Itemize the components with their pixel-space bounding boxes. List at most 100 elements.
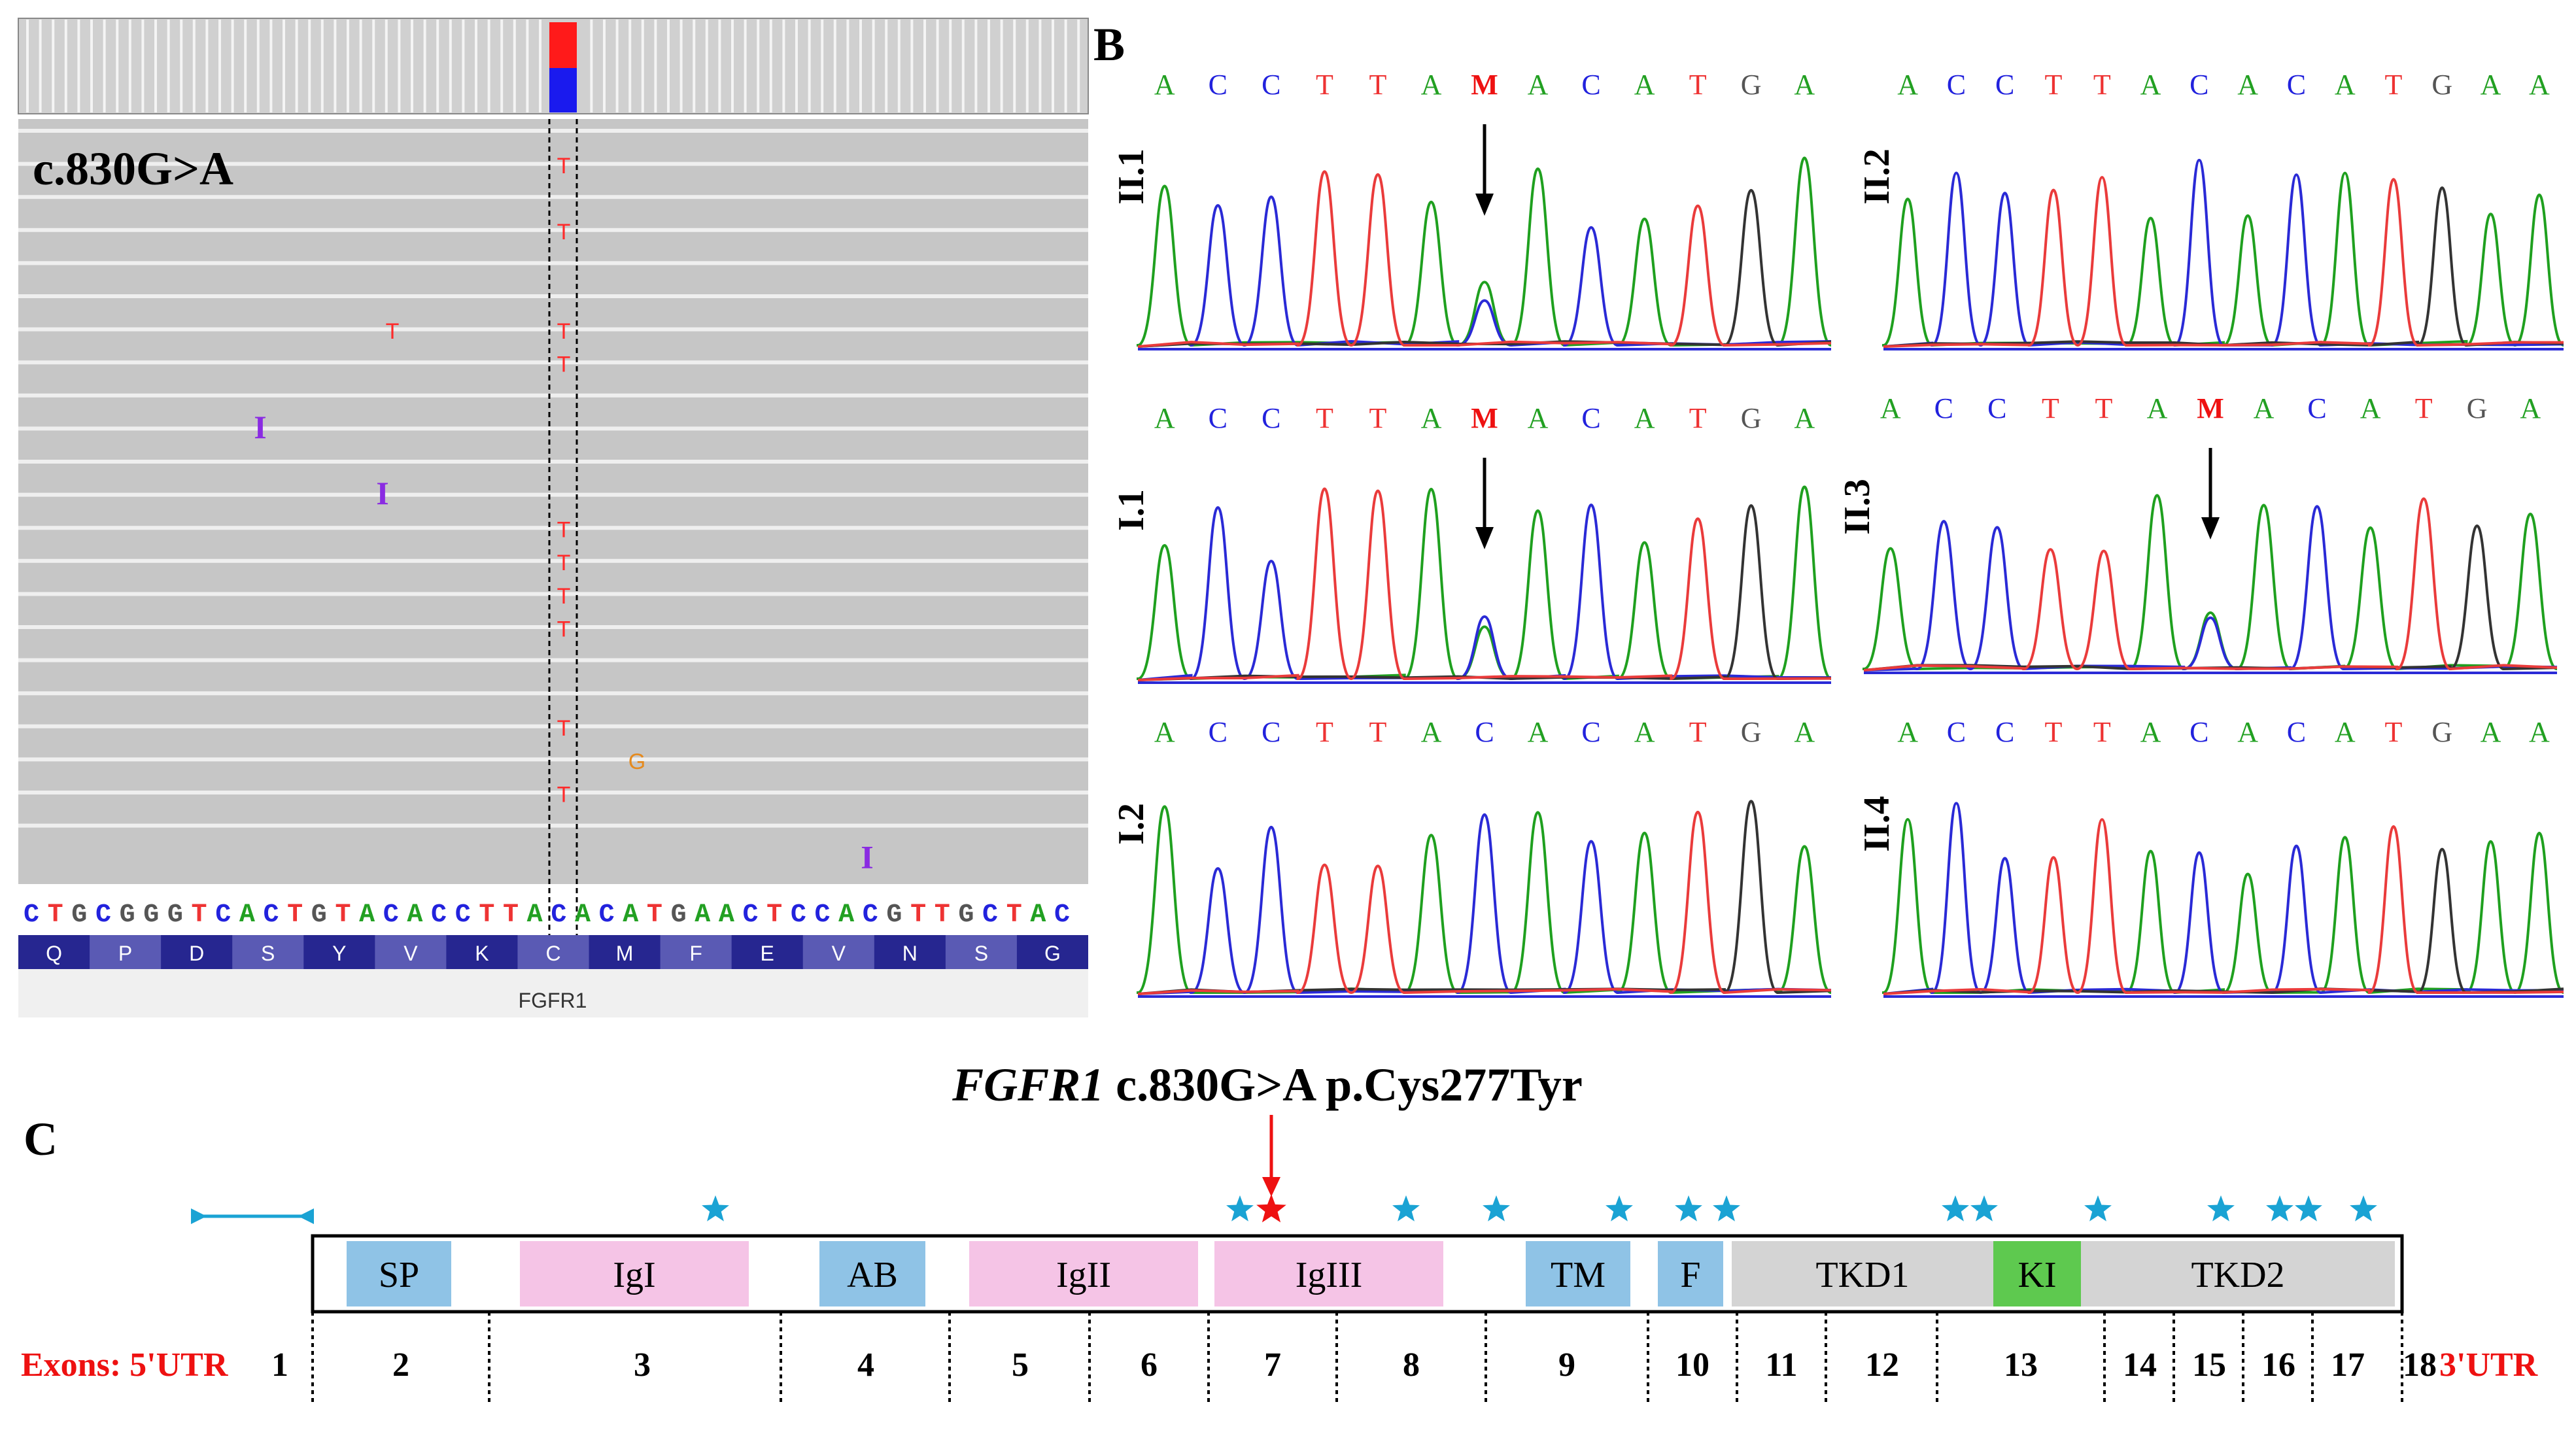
variant-star [1226, 1195, 1254, 1221]
trace-a [1882, 818, 2564, 995]
leader-tip-right [298, 1208, 314, 1224]
read-mismatch: I [861, 839, 873, 876]
amino-acid: F [689, 942, 702, 965]
base-call: C [1947, 716, 1966, 748]
mutation-title-change: c.830G>A p.Cys277Tyr [1104, 1059, 1583, 1111]
trace-c [1137, 813, 1832, 995]
variant-star [2350, 1195, 2377, 1221]
reference-base: T [48, 900, 63, 930]
base-call: C [1209, 716, 1228, 748]
mutation-star [1256, 1194, 1286, 1223]
exon-number: 2 [392, 1346, 409, 1384]
base-call: T [1689, 716, 1707, 748]
reads-background [18, 119, 1088, 884]
base-call: T [1316, 402, 1333, 434]
read-mismatch: T [557, 716, 571, 741]
reference-base: T [287, 900, 303, 930]
base-call: A [1794, 69, 1815, 101]
reference-base: C [455, 900, 471, 930]
coverage-track [18, 18, 1089, 114]
panel-c: C FGFR1 c.830G>A p.Cys277Tyr SP IgI AB IgII… [21, 1059, 2539, 1406]
base-call: A [2360, 392, 2381, 424]
mutation-arrow-head [1262, 1177, 1280, 1197]
domain-label: TKD1 [1815, 1255, 1909, 1295]
exon-prefix: Exons: 5'UTR [21, 1346, 229, 1384]
base-call: T [2045, 69, 2063, 101]
read-mismatch: T [557, 518, 571, 543]
base-call: A [1880, 392, 1901, 424]
base-call: T [2385, 716, 2403, 748]
reference-base: C [551, 900, 566, 930]
base-call: C [2190, 716, 2208, 748]
base-call: A [1794, 402, 1815, 434]
reference-base: T [935, 900, 950, 930]
amino-acid-cell [517, 935, 589, 969]
trace-t [1883, 176, 2564, 348]
trace-t [1863, 497, 2558, 672]
exon-number: 10 [1675, 1346, 1709, 1384]
reference-base: A [623, 900, 638, 930]
base-call: A [1528, 402, 1549, 434]
exon-number: 3 [634, 1346, 651, 1384]
reference-base: T [192, 900, 207, 930]
trace-g [1883, 847, 2564, 995]
amino-acid: S [974, 942, 988, 965]
base-call: A [2529, 69, 2550, 101]
base-call: A [1154, 69, 1175, 101]
exon-number: 7 [1264, 1346, 1281, 1384]
base-call: M [1471, 402, 1498, 434]
chromatogram: II.3A C C T T A M A C A T G A [1837, 392, 2558, 674]
domain-label: SP [379, 1255, 419, 1295]
read-mismatch: T [557, 154, 571, 179]
read-mismatch: T [386, 319, 400, 344]
variant-star [1713, 1195, 1740, 1221]
base-call: A [1421, 69, 1442, 101]
amino-acid-cell [232, 935, 304, 969]
base-call: A [2520, 392, 2541, 424]
variant-star [2266, 1195, 2293, 1221]
amino-acid: E [761, 942, 774, 965]
sample-label: I.2 [1111, 803, 1152, 845]
variant-star [1483, 1195, 1510, 1221]
reference-base: T [1006, 900, 1022, 930]
reference-base: A [719, 900, 734, 930]
trace-c [1883, 802, 2564, 995]
leader-tip-left [191, 1208, 207, 1224]
reference-base: C [24, 900, 39, 930]
base-call: A [2237, 716, 2258, 748]
domain-ki [1993, 1241, 2081, 1306]
base-call: C [1581, 69, 1600, 101]
domain-igiii [1214, 1241, 1443, 1306]
base-call: C [1995, 69, 2014, 101]
protein-map: SP IgI AB IgII IgIII TM F TKD1 KI TKD2 Exons: 5'UT… [21, 1115, 2539, 1406]
base-call: T [2385, 69, 2403, 101]
trace-g [1137, 800, 1832, 995]
base-call: A [1154, 402, 1175, 434]
base-call: T [1369, 69, 1386, 101]
trace-t [1137, 487, 1832, 681]
exon-suffix: 3'UTR [2439, 1346, 2539, 1384]
base-call: C [2287, 69, 2306, 101]
sample-label: II.2 [1857, 148, 1897, 205]
exon-number: 17 [2331, 1346, 2365, 1384]
base-call: A [2335, 69, 2356, 101]
reference-base: C [215, 900, 231, 930]
amino-acid: D [189, 942, 204, 965]
read-mismatch: T [557, 782, 571, 807]
sample-label: II.4 [1857, 796, 1897, 852]
base-call: T [2415, 392, 2433, 424]
domain-label: IgI [613, 1255, 655, 1295]
base-call: A [1421, 402, 1442, 434]
variant-star [1675, 1195, 1702, 1221]
base-call: G [1741, 69, 1762, 101]
base-call: G [2467, 392, 2488, 424]
amino-acid-cell [375, 935, 447, 969]
reference-base: A [695, 900, 710, 930]
base-call: C [1995, 716, 2014, 748]
domain-f [1658, 1241, 1723, 1306]
amino-acid-cell [660, 935, 732, 969]
base-call: C [2307, 392, 2326, 424]
variant-star [702, 1195, 729, 1221]
reference-base: T [766, 900, 782, 930]
